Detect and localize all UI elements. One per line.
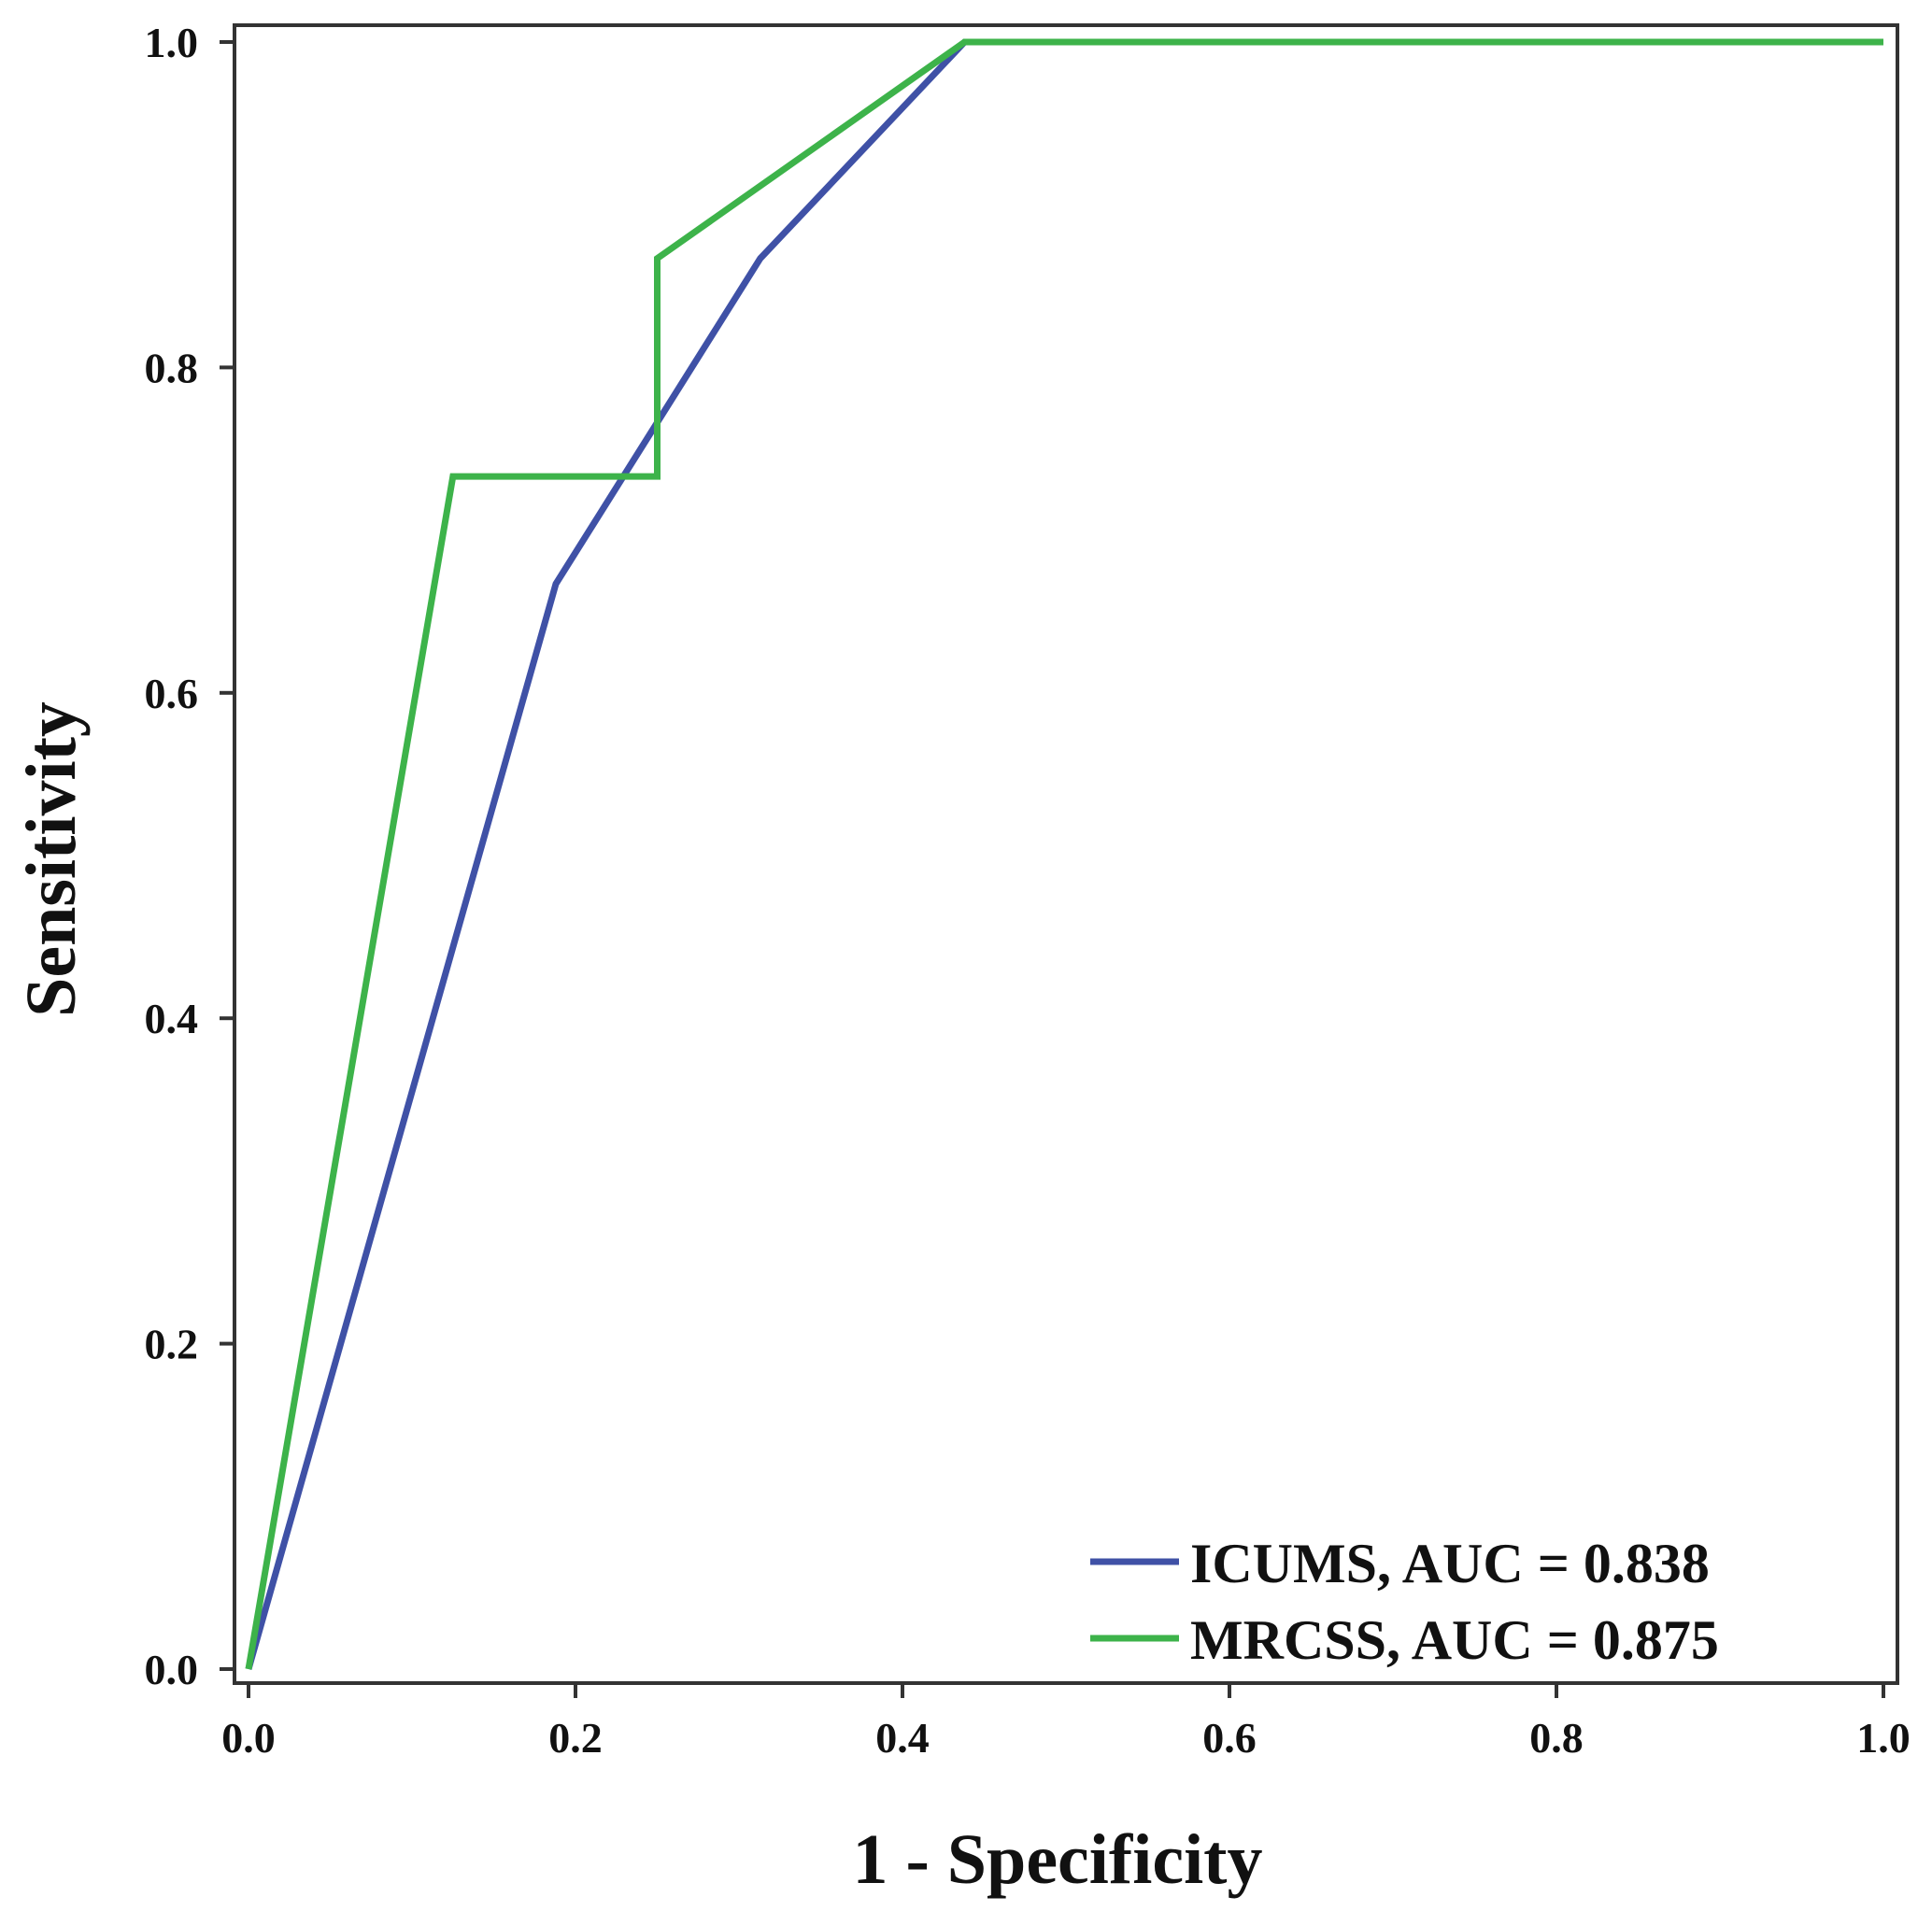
y-axis-label: Sensitivity xyxy=(12,701,91,1017)
x-tick-label: 1.0 xyxy=(1856,1714,1911,1762)
y-tick-label: 1.0 xyxy=(145,19,199,66)
y-tick-label: 0.4 xyxy=(145,995,199,1042)
x-tick-label: 0.6 xyxy=(1202,1714,1257,1762)
legend-label: MRCSS, AUC = 0.875 xyxy=(1190,1609,1719,1671)
x-axis-ticks: 0.0 0.2 0.4 0.6 0.8 1.0 xyxy=(221,1683,1911,1762)
legend: ICUMS, AUC = 0.838 MRCSS, AUC = 0.875 xyxy=(1090,1533,1719,1671)
x-axis-label: 1 - Specificity xyxy=(852,1820,1262,1899)
series-line-icums xyxy=(245,38,1883,1670)
x-tick-label: 0.2 xyxy=(548,1714,603,1762)
x-tick-label: 0.4 xyxy=(875,1714,930,1762)
series-layer xyxy=(245,38,1883,1670)
x-tick-label: 0.0 xyxy=(221,1714,276,1762)
y-axis-ticks: 0.0 0.2 0.4 0.6 0.8 1.0 xyxy=(145,19,234,1693)
plot-frame xyxy=(233,23,1899,1685)
y-tick-label: 0.0 xyxy=(145,1646,199,1693)
legend-label: ICUMS, AUC = 0.838 xyxy=(1190,1533,1710,1594)
series-line-mrcss xyxy=(245,38,1883,1670)
y-tick-label: 0.8 xyxy=(145,344,199,391)
y-tick-label: 0.6 xyxy=(145,670,199,717)
y-tick-label: 0.2 xyxy=(145,1321,199,1368)
x-tick-label: 0.8 xyxy=(1529,1714,1584,1762)
